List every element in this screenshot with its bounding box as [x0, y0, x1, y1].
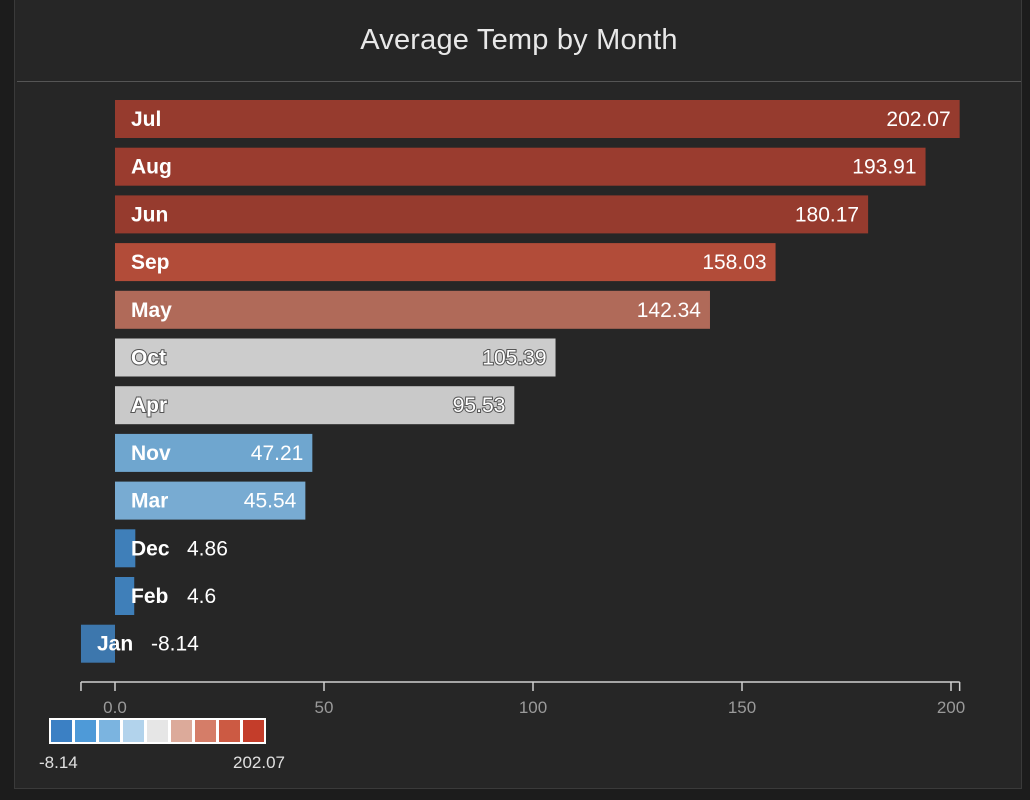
- bar-category-label: Aug: [131, 156, 172, 179]
- bar-dec: [115, 529, 136, 568]
- bar-category-label: Apr: [131, 394, 167, 417]
- bar-sep: [115, 243, 776, 282]
- color-scale-swatch: [219, 720, 240, 742]
- x-tick-label: 0.0: [103, 698, 127, 717]
- color-scale-swatch: [147, 720, 168, 742]
- bar-feb: [115, 577, 135, 615]
- bar-group-nov: Nov 47.21: [115, 433, 313, 472]
- bar-value-label: -8.14: [151, 633, 199, 656]
- color-scale-min-label: -8.14: [39, 753, 78, 772]
- bar-group-may: May 142.34: [115, 290, 710, 329]
- bar-group-sep: Sep 158.03: [115, 243, 776, 282]
- bar-group-mar: Mar 45.54: [115, 481, 306, 520]
- bar-category-label: Jan: [97, 633, 133, 656]
- bar-nov: [115, 433, 313, 472]
- x-tick-label: 150: [728, 698, 756, 717]
- bar-category-label: Mar: [131, 490, 168, 513]
- bar-category-label: Feb: [131, 585, 168, 608]
- bar-value-label: 142.34: [637, 299, 702, 322]
- bar-value-label: 193.91: [852, 156, 916, 179]
- chart-panel: Average Temp by Month Jul 202.07 Aug 193.91…: [14, 0, 1022, 789]
- bar-group-feb: Feb 4.6: [115, 577, 216, 615]
- bar-category-label: Jul: [131, 108, 161, 131]
- bar-category-label: Jun: [131, 203, 168, 226]
- color-scale-swatch: [75, 720, 96, 742]
- bar-value-label: 4.86: [187, 537, 228, 560]
- bar-oct: [115, 338, 556, 377]
- bar-category-label: Nov: [131, 442, 171, 465]
- bars-layer: Jul 202.07 Aug 193.91 Jun 180.17 Sep 158.03 May 1…: [80, 100, 960, 663]
- bar-value-label: 202.07: [886, 108, 950, 131]
- bar-group-dec: Dec 4.86: [115, 529, 228, 568]
- bar-group-oct: Oct 105.39: [115, 338, 556, 377]
- bar-group-jan: Jan -8.14: [80, 624, 199, 663]
- bar-category-label: Sep: [131, 251, 170, 274]
- bar-jul: [115, 100, 960, 138]
- x-axis: 0.0 50 100 150 200: [80, 681, 965, 717]
- color-scale-legend: -8.14 202.07: [39, 718, 285, 772]
- color-scale-max-label: 202.07: [233, 753, 285, 772]
- bar-group-apr: Apr 95.53: [115, 386, 515, 425]
- bar-apr: [115, 386, 515, 425]
- color-scale-swatch: [195, 720, 216, 742]
- x-tick-label: 50: [315, 698, 334, 717]
- color-scale-swatch: [171, 720, 192, 742]
- title-divider: [17, 81, 1021, 82]
- bar-aug: [115, 147, 926, 186]
- color-scale-swatch: [123, 720, 144, 742]
- x-tick-label: 200: [937, 698, 965, 717]
- bar-value-label: 45.54: [244, 490, 297, 513]
- bar-jun: [115, 195, 869, 234]
- bar-mar: [115, 481, 306, 520]
- bar-group-aug: Aug 193.91: [115, 147, 926, 186]
- bar-category-label: Oct: [131, 347, 166, 370]
- x-tick-label: 100: [519, 698, 547, 717]
- bar-value-label: 158.03: [702, 251, 766, 274]
- color-scale-swatch: [243, 720, 264, 742]
- bar-may: [115, 290, 710, 329]
- bar-category-label: May: [131, 299, 172, 322]
- bar-group-jun: Jun 180.17: [115, 195, 869, 234]
- bar-value-label: 47.21: [251, 442, 304, 465]
- color-scale-swatch: [99, 720, 120, 742]
- bar-value-label: 180.17: [795, 203, 859, 226]
- bar-value-label: 4.6: [187, 585, 216, 608]
- bar-group-jul: Jul 202.07: [115, 100, 960, 138]
- color-scale-swatch: [51, 720, 72, 742]
- chart-title: Average Temp by Month: [360, 24, 678, 56]
- bar-category-label: Dec: [131, 537, 170, 560]
- bar-chart: Jul 202.07 Aug 193.91 Jun 180.17 Sep 158.03 May 1…: [39, 100, 965, 772]
- bar-value-label: 105.39: [482, 347, 546, 370]
- bar-value-label: 95.53: [453, 394, 506, 417]
- bar-jan: [80, 624, 115, 663]
